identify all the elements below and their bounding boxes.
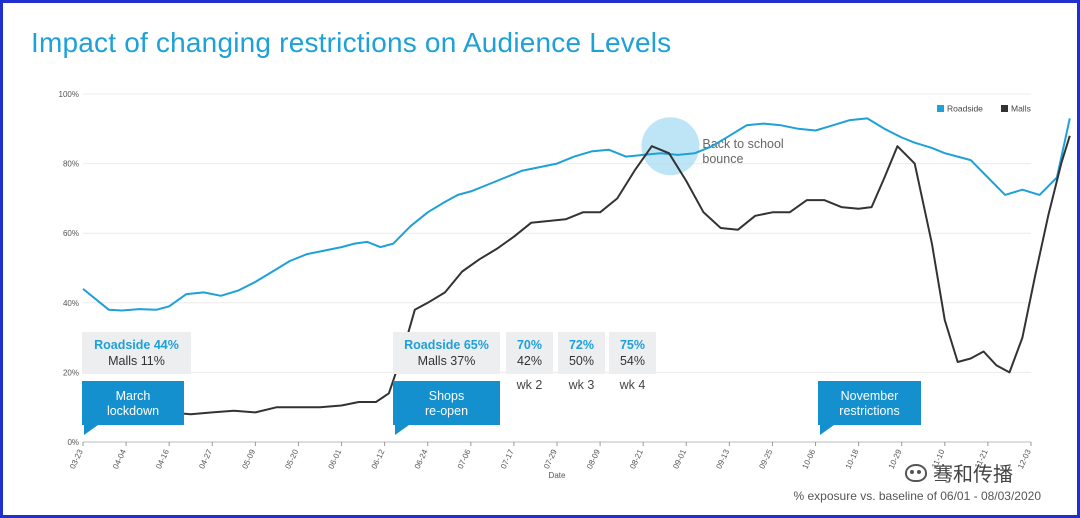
back-to-school-bubble [641, 117, 700, 176]
stat-malls-value: Malls 11% [108, 354, 165, 368]
y-tick-label: 80% [63, 160, 79, 169]
watermark: 骞和传播 [905, 458, 1013, 487]
stat-malls-value: 42% [517, 354, 542, 368]
y-tick-label: 60% [63, 229, 79, 238]
y-tick-label: 0% [67, 438, 79, 447]
x-tick-label: 05-20 [283, 448, 300, 471]
stat-box [82, 332, 191, 374]
x-axis-title: Date [549, 471, 566, 480]
stat-roadside-value: Roadside 65% [404, 338, 489, 352]
callout-box [818, 381, 921, 425]
y-tick-label: 100% [59, 90, 79, 99]
legend-label-malls: Malls [1011, 104, 1031, 114]
stat-box [506, 332, 553, 374]
y-tick-label: 40% [63, 299, 79, 308]
wechat-icon [905, 463, 927, 482]
x-tick-label: 12-03 [1016, 448, 1033, 471]
stat-malls-value: 50% [569, 354, 594, 368]
x-tick-label: 04-27 [197, 448, 214, 471]
bubble-annotation-text: bounce [702, 152, 743, 166]
y-tick-label: 20% [63, 368, 79, 377]
callout-label: re-open [425, 404, 468, 418]
stat-roadside-value: Roadside 44% [94, 338, 179, 352]
callout-box [82, 381, 184, 425]
legend-label-roadside: Roadside [947, 104, 983, 114]
legend-swatch-roadside [937, 105, 944, 112]
chart-canvas: 0% 20% 40% 60% 80% 100% 03-23 04-04 04-16 04-27 05… [59, 90, 1071, 480]
x-tick-label: 07-29 [542, 448, 559, 471]
stat-box [609, 332, 656, 374]
stat-roadside-value: 70% [517, 338, 542, 352]
callout-label: Shops [429, 389, 464, 403]
stat-box [558, 332, 605, 374]
x-tick-label: 08-21 [628, 448, 645, 471]
x-tick-label: 07-17 [499, 448, 516, 471]
x-tick-label: 09-25 [757, 448, 774, 471]
footnote: % exposure vs. baseline of 06/01 - 08/03… [793, 489, 1042, 503]
series-line-roadside [82, 117, 1071, 312]
callout-pointer [820, 425, 834, 435]
callout-label: March [116, 389, 151, 403]
stat-box [393, 332, 500, 374]
callout-label: lockdown [107, 404, 159, 418]
callout-label: November [841, 389, 899, 403]
x-tick-label: 06-12 [370, 448, 387, 471]
week-label: wk 2 [516, 378, 543, 392]
series-line-malls [169, 135, 1071, 416]
callout-pointer [84, 425, 98, 435]
stat-roadside-value: 72% [569, 338, 594, 352]
stat-malls-value: Malls 37% [418, 354, 476, 368]
x-tick-label: 10-06 [801, 448, 818, 471]
x-tick-label: 03-23 [68, 448, 85, 471]
callout-label: restrictions [839, 404, 899, 418]
callout-pointer [395, 425, 409, 435]
x-tick-label: 09-13 [714, 448, 731, 471]
stat-roadside-value: 75% [620, 338, 645, 352]
legend-swatch-malls [1001, 105, 1008, 112]
x-tick-label: 09-01 [671, 448, 688, 471]
x-tick-label: 10-29 [887, 448, 904, 471]
x-tick-label: 06-01 [327, 448, 344, 471]
x-tick-label: 10-18 [844, 448, 861, 471]
week-label: wk 3 [568, 378, 595, 392]
stat-malls-value: 54% [620, 354, 645, 368]
callout-box [393, 381, 500, 425]
watermark-text: 骞和传播 [933, 464, 1013, 486]
chart-title: Impact of changing restrictions on Audie… [31, 27, 672, 58]
x-tick-label: 08-09 [585, 448, 602, 471]
x-tick-label: 04-04 [111, 448, 128, 471]
x-tick-label: 04-16 [154, 448, 171, 471]
x-tick-label: 05-09 [240, 448, 257, 471]
x-tick-label: 07-06 [456, 448, 473, 471]
x-tick-label: 06-24 [413, 448, 430, 471]
week-label: wk 4 [619, 378, 646, 392]
